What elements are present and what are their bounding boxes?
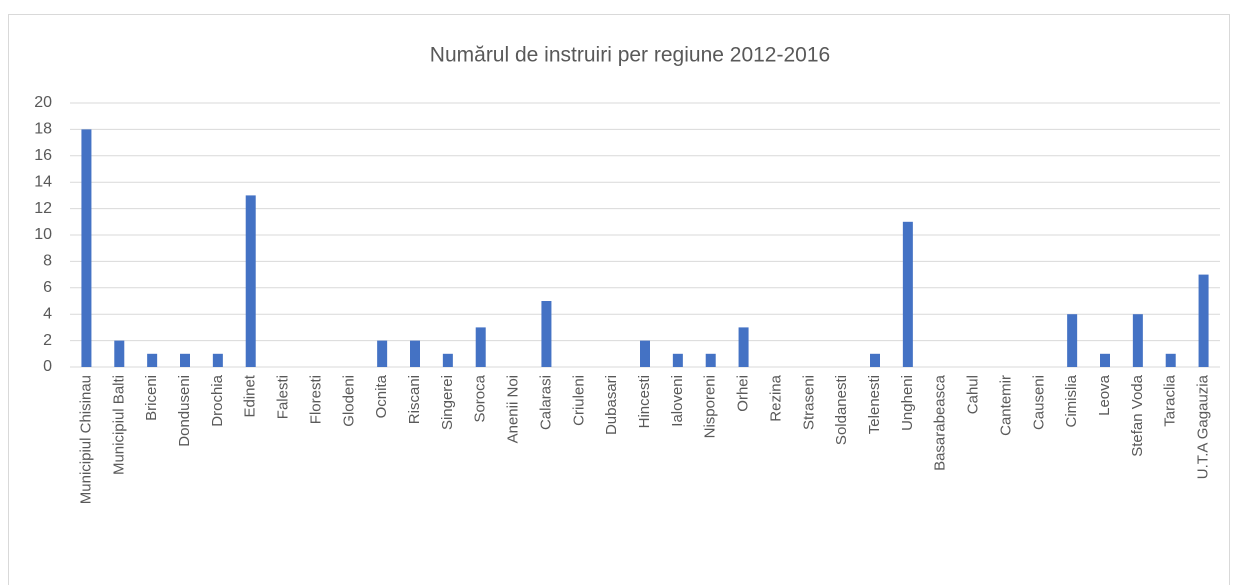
bar (738, 327, 749, 367)
bar (377, 340, 388, 367)
x-tick-label: Criuleni (570, 375, 587, 426)
x-tick-label: Drochia (209, 374, 226, 426)
x-tick-label: Calarasi (537, 375, 554, 430)
x-tick-label: Cahul (965, 375, 982, 414)
x-tick-label: Soldanesti (833, 375, 850, 445)
x-tick-label: Causeni (1030, 375, 1047, 430)
x-tick-label: Soroca (472, 374, 489, 422)
x-tick-label: Cimislia (1063, 374, 1080, 427)
x-tick-label: Stefan Voda (1129, 374, 1146, 456)
x-tick-label: Telenesti (866, 375, 883, 434)
x-tick-label: Straseni (800, 375, 817, 430)
bar (640, 340, 650, 367)
bar (1100, 353, 1110, 367)
x-tick-label: Ialoveni (669, 375, 686, 427)
bar (541, 301, 552, 367)
bar (1198, 274, 1209, 367)
y-tick-label: 10 (34, 226, 52, 243)
y-tick-label: 20 (34, 94, 52, 111)
x-tick-label: Anenii Noi (505, 375, 522, 443)
x-tick-label: Falesti (275, 375, 292, 419)
chart-title: Numărul de instruiri per regiune 2012-20… (430, 44, 830, 67)
bar (442, 353, 453, 367)
x-tick-label: Ungheni (899, 375, 916, 431)
bar (1132, 314, 1143, 367)
bar (475, 327, 486, 367)
bar (902, 221, 913, 367)
bar (180, 353, 190, 367)
x-tick-label: Taraclia (1162, 374, 1179, 426)
bar (212, 353, 223, 367)
bar (245, 195, 256, 367)
x-tick-label: Briceni (143, 375, 160, 421)
bar (81, 129, 92, 367)
x-tick-label: Ocnita (373, 374, 390, 418)
x-tick-label: Municipiul Chisinau (77, 375, 94, 504)
x-tick-label: Edinet (242, 374, 259, 417)
bar (870, 353, 880, 367)
bar (672, 353, 683, 367)
bar (1165, 353, 1176, 367)
x-tick-label: Dubasari (603, 375, 620, 435)
x-tick-label: Rezina (767, 374, 784, 421)
x-tick-label: Singerei (439, 375, 456, 430)
x-tick-label: Municipiul Balti (110, 375, 127, 475)
x-tick-label: Riscani (406, 375, 423, 424)
y-tick-label: 14 (34, 173, 52, 190)
y-tick-label: 4 (43, 305, 52, 322)
x-tick-label: Floresti (307, 375, 324, 424)
y-tick-label: 6 (43, 279, 52, 296)
y-tick-label: 18 (34, 121, 52, 138)
chart-border (8, 14, 1230, 585)
x-tick-label: Glodeni (340, 375, 357, 427)
y-tick-label: 8 (43, 253, 52, 270)
x-tick-label: Basarabeasca (932, 374, 949, 471)
x-tick-label: Hincesti (636, 375, 653, 428)
x-tick-label: Cantemir (997, 375, 1014, 436)
bar (705, 353, 716, 367)
bar (410, 340, 420, 367)
bar (147, 353, 158, 367)
bar (114, 340, 125, 367)
y-tick-label: 2 (43, 332, 52, 349)
x-tick-label: Orhei (735, 375, 752, 412)
x-tick-label: Donduseni (176, 375, 193, 447)
y-tick-label: 12 (34, 200, 52, 217)
x-tick-label: Leova (1096, 374, 1113, 416)
x-tick-label: U.T.A Gagauzia (1195, 374, 1212, 479)
y-tick-label: 16 (34, 147, 52, 164)
bar (1067, 314, 1078, 367)
y-tick-label: 0 (43, 358, 52, 375)
x-tick-label: Nisporeni (702, 375, 719, 438)
